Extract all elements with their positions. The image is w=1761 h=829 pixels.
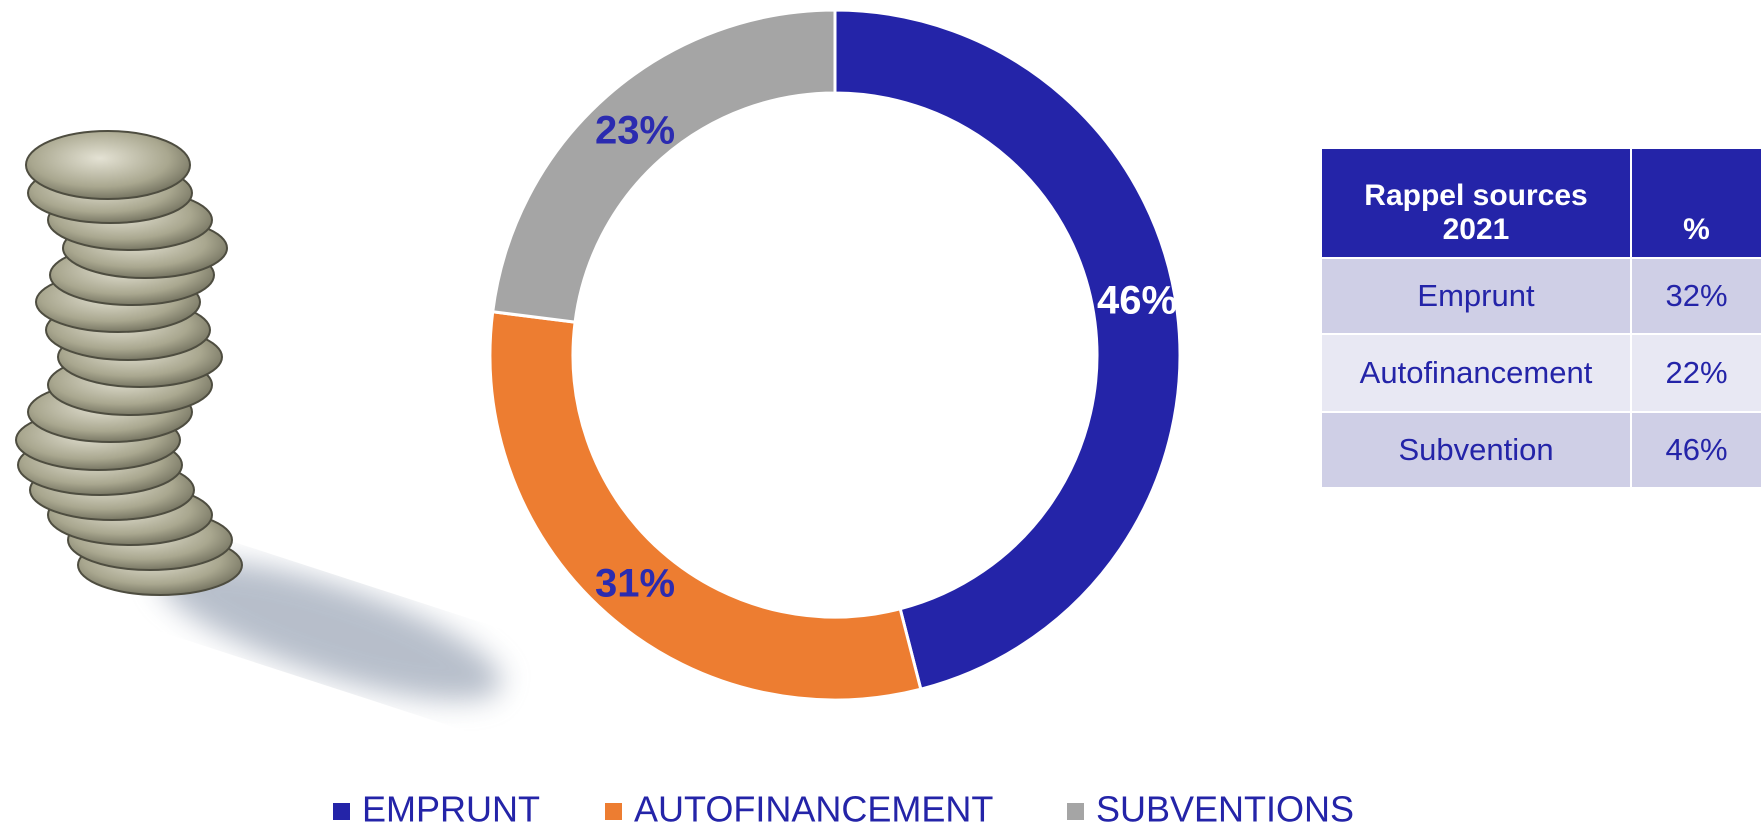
table-cell: 46% [1630, 411, 1761, 489]
legend-label: AUTOFINANCEMENT [634, 789, 993, 829]
legend-label: SUBVENTIONS [1096, 789, 1354, 829]
table-header: % [1630, 147, 1761, 259]
table-cell: Emprunt [1320, 257, 1632, 335]
sources-table: Rappel sources 2021 % Emprunt 32% Autofi… [1320, 147, 1761, 489]
table-cell: 22% [1630, 333, 1761, 413]
data-label: 46% [1097, 279, 1177, 323]
table-cell: Autofinancement [1320, 333, 1632, 413]
coins-illustration [15, 130, 502, 701]
legend-swatch [333, 803, 350, 820]
table-header: Rappel sources 2021 [1320, 147, 1632, 259]
table-cell: Subvention [1320, 411, 1632, 489]
data-label: 31% [595, 562, 675, 606]
legend-label: EMPRUNT [362, 789, 540, 829]
legend-swatch [605, 803, 622, 820]
donut-slice [833, 8, 1182, 691]
data-label: 23% [595, 109, 675, 153]
donut-slice [488, 310, 923, 702]
legend-swatch [1067, 803, 1084, 820]
table-cell: 32% [1630, 257, 1761, 335]
donut-slice [491, 8, 837, 324]
